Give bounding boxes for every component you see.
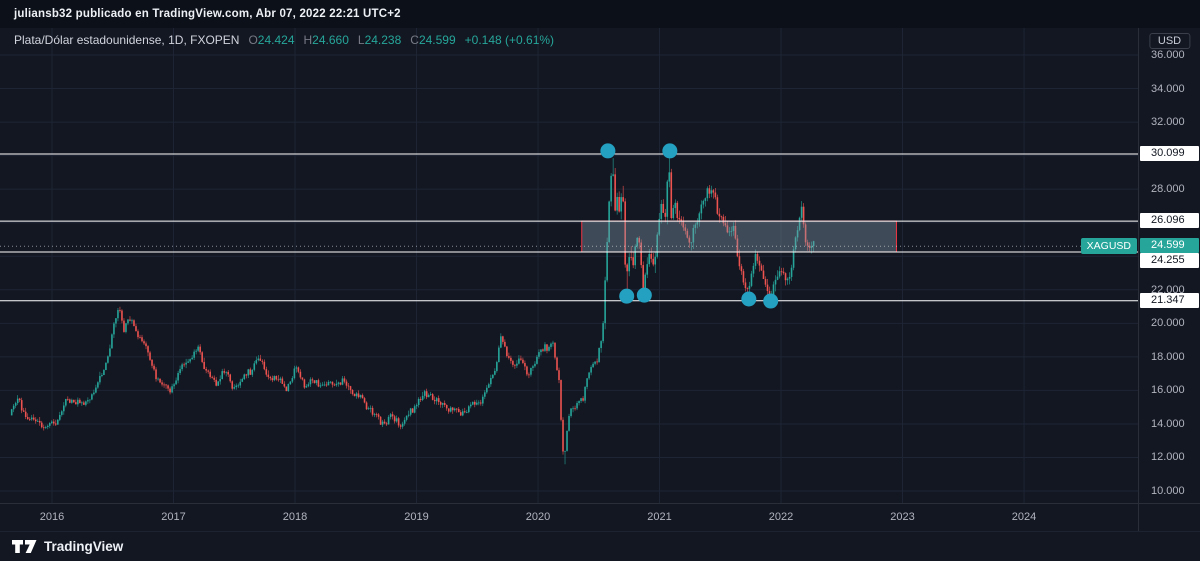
chart-legend: Plata/Dólar estadounidense, 1D, FXOPEN O… bbox=[14, 33, 554, 47]
ohlc-high-value: 24.660 bbox=[312, 33, 349, 47]
ohlc-low-letter: L bbox=[357, 33, 365, 47]
last-price-label: 24.599 bbox=[1140, 238, 1199, 254]
currency-selector[interactable]: USD bbox=[1148, 33, 1191, 49]
chart-region[interactable]: Plata/Dólar estadounidense, 1D, FXOPEN O… bbox=[0, 28, 1138, 503]
price-axis[interactable]: USD 24.599 36.000 34.000 32.000 28.000 22.00… bbox=[1138, 28, 1200, 531]
price-level-label: 24.255 bbox=[1140, 252, 1199, 268]
ohlc-open-value: 24.424 bbox=[257, 33, 295, 47]
symbol-price-tag: XAGUSD bbox=[1080, 238, 1137, 255]
time-tick-label: 2020 bbox=[525, 511, 551, 523]
price-tick-label: 14.000 bbox=[1151, 417, 1185, 430]
price-tick-label: 16.000 bbox=[1151, 384, 1185, 397]
time-tick-label: 2024 bbox=[1011, 511, 1037, 523]
price-tick-label: 36.000 bbox=[1151, 49, 1185, 61]
price-tick-label: 12.000 bbox=[1151, 451, 1185, 464]
tradingview-logo-icon[interactable] bbox=[12, 539, 37, 554]
gridlines bbox=[0, 28, 1138, 503]
price-tick-label: 34.000 bbox=[1151, 82, 1185, 95]
price-tick-label: 20.000 bbox=[1151, 317, 1185, 330]
ohlc-close-value: 24.599 bbox=[418, 33, 456, 47]
footer-bar: TradingView bbox=[0, 531, 1200, 561]
publisher-bar: juliansb32 publicado en TradingView.com,… bbox=[0, 0, 1200, 28]
publisher-info: juliansb32 publicado en TradingView.com,… bbox=[14, 8, 401, 20]
time-tick-label: 2022 bbox=[768, 511, 794, 523]
price-level-label: 21.347 bbox=[1140, 292, 1199, 308]
price-tick-label: 18.000 bbox=[1151, 350, 1185, 363]
drawing-rectangle[interactable] bbox=[581, 220, 897, 253]
ohlc-open: O24.424 bbox=[248, 33, 294, 47]
time-tick-label: 2016 bbox=[39, 511, 65, 523]
tradingview-brand[interactable]: TradingView bbox=[44, 539, 124, 554]
ohlc-close-letter: C bbox=[410, 33, 419, 47]
price-level-label: 30.099 bbox=[1140, 145, 1199, 161]
ohlc-high-letter: H bbox=[303, 33, 313, 47]
price-chart-canvas[interactable] bbox=[0, 28, 1138, 503]
time-tick-label: 2019 bbox=[404, 511, 429, 523]
time-tick-label: 2017 bbox=[161, 511, 186, 523]
candlestick-series bbox=[10, 152, 815, 465]
time-tick-label: 2018 bbox=[282, 511, 308, 523]
symbol-title[interactable]: Plata/Dólar estadounidense, 1D, FXOPEN bbox=[14, 33, 240, 47]
price-level-label: 26.096 bbox=[1140, 213, 1199, 229]
ohlc-low: L24.238 bbox=[358, 33, 401, 47]
ohlc-close: C24.599 bbox=[410, 33, 455, 47]
price-tick-label: 32.000 bbox=[1151, 116, 1185, 129]
ohlc-open-letter: O bbox=[248, 33, 258, 47]
signal-markers[interactable] bbox=[600, 143, 779, 309]
time-tick-label: 2021 bbox=[647, 511, 672, 523]
time-tick-label: 2023 bbox=[890, 511, 915, 523]
ohlc-low-value: 24.238 bbox=[364, 33, 402, 47]
horizontal-level-lines[interactable] bbox=[0, 153, 1138, 302]
price-tick-label: 28.000 bbox=[1151, 183, 1185, 196]
ohlc-high: H24.660 bbox=[304, 33, 349, 47]
price-tick-label: 10.000 bbox=[1151, 485, 1185, 498]
price-change: +0.148 (+0.61%) bbox=[464, 33, 555, 47]
time-axis[interactable]: 2016 2017 2018 2019 2020 2021 2022 2023 2024 bbox=[0, 503, 1200, 531]
